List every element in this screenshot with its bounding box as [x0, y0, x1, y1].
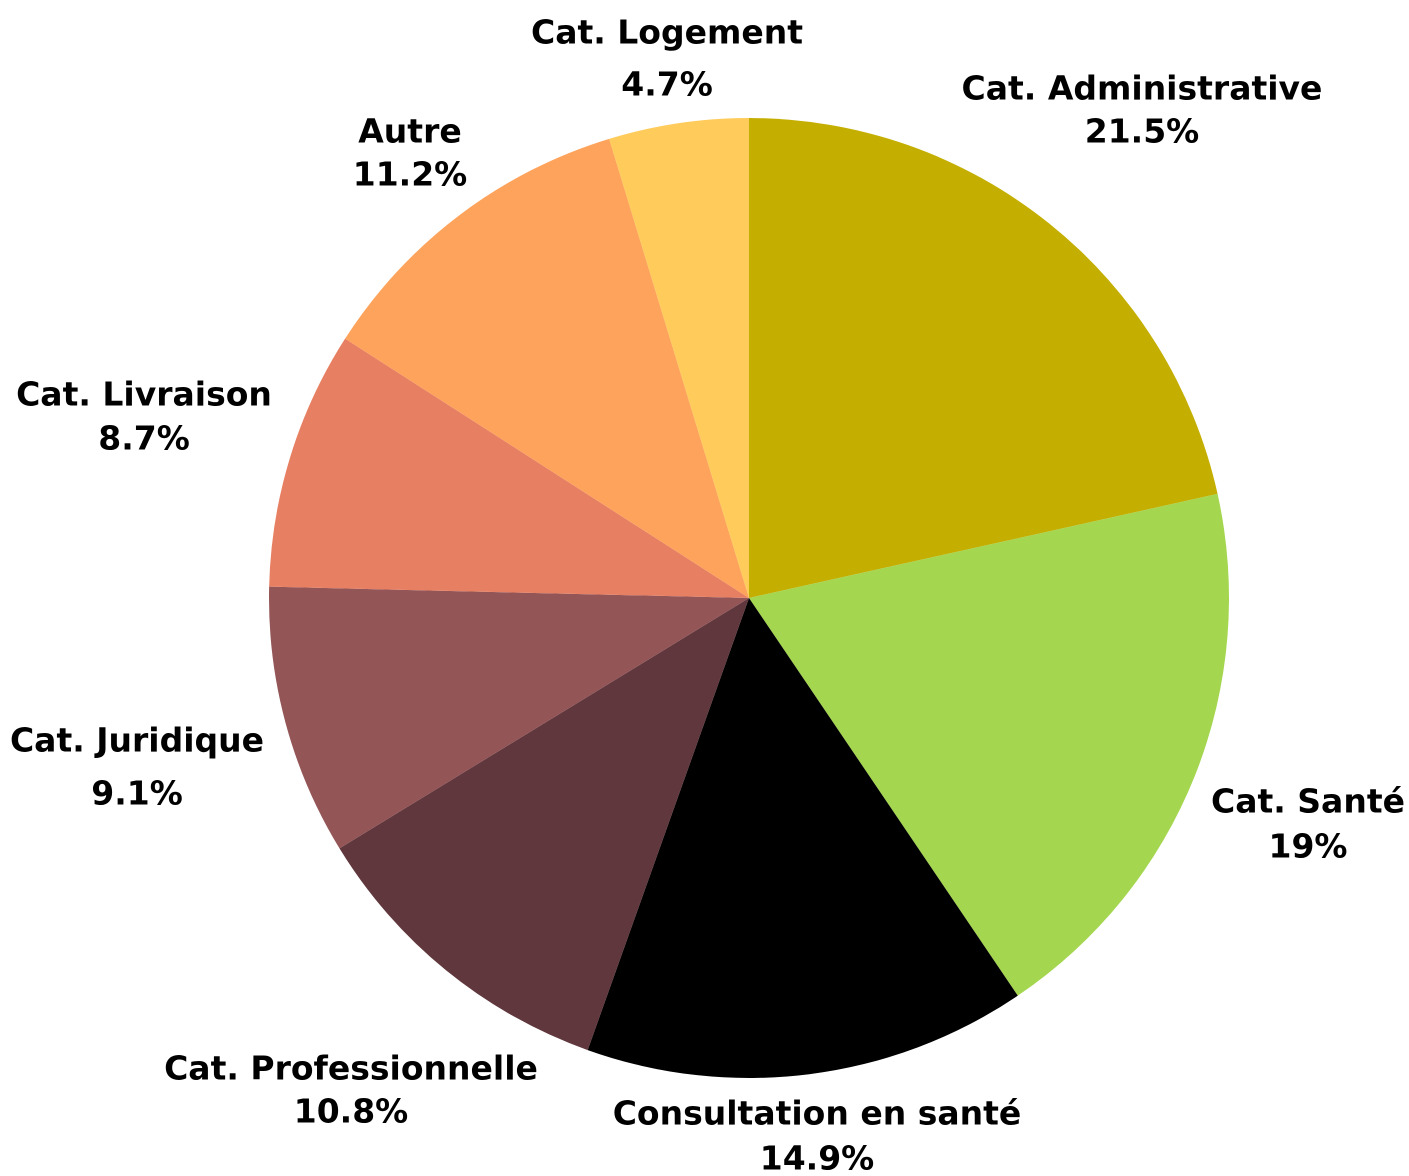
slice-label: Cat. Santé	[1211, 782, 1405, 821]
slice-label: Cat. Logement	[531, 13, 803, 52]
slice-value: 14.9%	[760, 1139, 875, 1176]
slice-label: Cat. Administrative	[962, 69, 1323, 108]
pie-slice	[609, 118, 749, 598]
pie-slice	[587, 598, 1018, 1078]
pie-slice	[345, 138, 749, 599]
slice-value: 19%	[1269, 827, 1348, 866]
slice-value: 4.7%	[621, 65, 713, 104]
slice-value: 21.5%	[1085, 112, 1200, 151]
pie-slice	[749, 493, 1229, 996]
pie-slice	[749, 118, 1218, 598]
pie-slice	[339, 598, 749, 1051]
pie-slice	[269, 338, 749, 598]
slice-value: 8.7%	[98, 419, 190, 458]
slice-label: Cat. Juridique	[10, 721, 264, 760]
slice-value: 9.1%	[91, 774, 183, 813]
slice-label: Consultation en santé	[613, 1094, 1022, 1133]
slice-label: Cat. Livraison	[16, 375, 272, 414]
slice-label: Autre	[358, 112, 461, 151]
slice-value: 11.2%	[353, 155, 468, 194]
pie-slice	[269, 586, 749, 849]
slice-value: 10.8%	[294, 1092, 409, 1131]
slice-label: Cat. Professionnelle	[164, 1049, 538, 1088]
